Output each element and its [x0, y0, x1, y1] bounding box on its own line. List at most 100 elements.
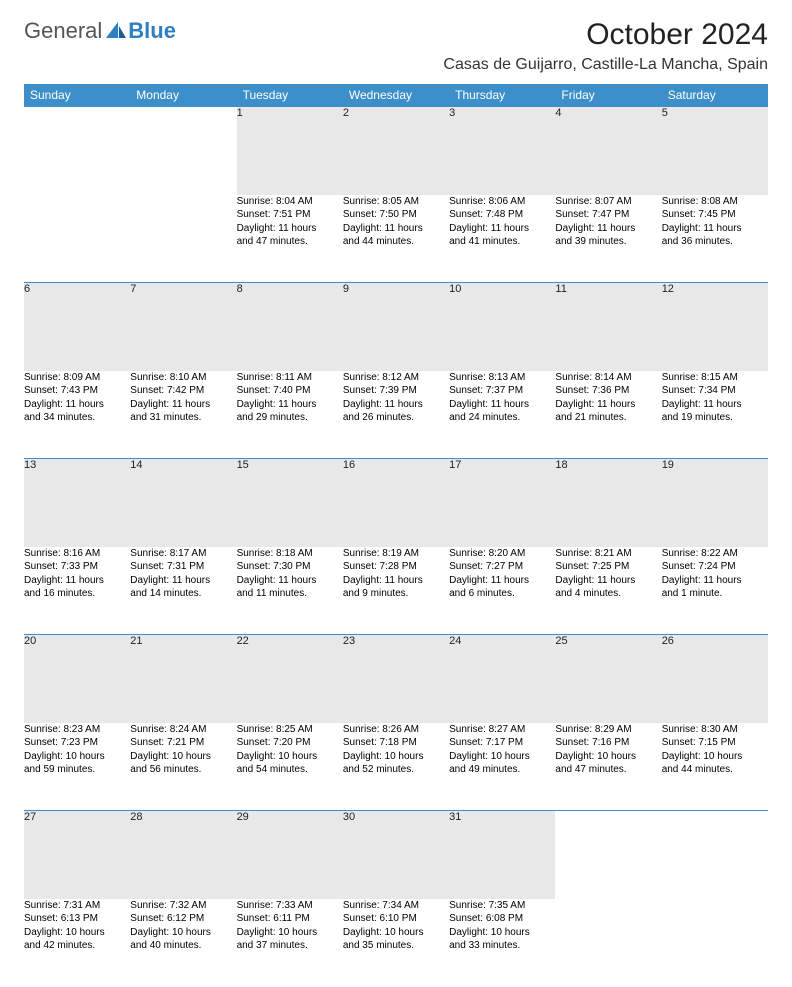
daylight-line1: Daylight: 11 hours [237, 398, 343, 412]
sunrise-text: Sunrise: 8:06 AM [449, 195, 555, 209]
daylight-line1: Daylight: 11 hours [449, 574, 555, 588]
day-detail-cell: Sunrise: 8:18 AMSunset: 7:30 PMDaylight:… [237, 547, 343, 635]
daylight-line2: and 24 minutes. [449, 411, 555, 425]
sunset-text: Sunset: 7:17 PM [449, 736, 555, 750]
daylight-line2: and 44 minutes. [343, 235, 449, 249]
daylight-line2: and 14 minutes. [130, 587, 236, 601]
day-number: 11 [555, 283, 661, 371]
sunrise-text: Sunrise: 8:18 AM [237, 547, 343, 561]
daylight-line2: and 21 minutes. [555, 411, 661, 425]
day-detail-cell: Sunrise: 8:15 AMSunset: 7:34 PMDaylight:… [662, 371, 768, 459]
daylight-line2: and 54 minutes. [237, 763, 343, 777]
day-number: 27 [24, 811, 130, 899]
daylight-line1: Daylight: 10 hours [449, 750, 555, 764]
day-detail-cell: Sunrise: 8:29 AMSunset: 7:16 PMDaylight:… [555, 723, 661, 811]
daylight-line2: and 49 minutes. [449, 763, 555, 777]
daylight-line1: Daylight: 10 hours [237, 750, 343, 764]
day-number: 25 [555, 635, 661, 723]
day-number: 12 [662, 283, 768, 371]
day-detail-cell: Sunrise: 8:05 AMSunset: 7:50 PMDaylight:… [343, 195, 449, 283]
daylight-line2: and 1 minute. [662, 587, 768, 601]
day-number: 9 [343, 283, 449, 371]
empty-cell [555, 811, 661, 899]
day-detail-cell: Sunrise: 8:04 AMSunset: 7:51 PMDaylight:… [237, 195, 343, 283]
sunrise-text: Sunrise: 8:20 AM [449, 547, 555, 561]
sunset-text: Sunset: 7:21 PM [130, 736, 236, 750]
weekday-header: Wednesday [343, 84, 449, 107]
sunset-text: Sunset: 7:50 PM [343, 208, 449, 222]
sunrise-text: Sunrise: 8:12 AM [343, 371, 449, 385]
day-detail-cell: Sunrise: 7:34 AMSunset: 6:10 PMDaylight:… [343, 899, 449, 987]
day-number: 4 [555, 107, 661, 195]
daylight-line2: and 6 minutes. [449, 587, 555, 601]
daylight-line1: Daylight: 11 hours [343, 222, 449, 236]
sunset-text: Sunset: 7:43 PM [24, 384, 130, 398]
day-detail-cell: Sunrise: 8:22 AMSunset: 7:24 PMDaylight:… [662, 547, 768, 635]
daylight-line1: Daylight: 10 hours [24, 750, 130, 764]
sunrise-text: Sunrise: 8:24 AM [130, 723, 236, 737]
day-detail-cell: Sunrise: 7:32 AMSunset: 6:12 PMDaylight:… [130, 899, 236, 987]
daylight-line1: Daylight: 11 hours [237, 222, 343, 236]
day-number: 30 [343, 811, 449, 899]
day-number: 13 [24, 459, 130, 547]
sunrise-text: Sunrise: 7:34 AM [343, 899, 449, 913]
day-number: 6 [24, 283, 130, 371]
daylight-line2: and 47 minutes. [237, 235, 343, 249]
day-number: 20 [24, 635, 130, 723]
empty-cell [24, 195, 130, 283]
sunset-text: Sunset: 7:15 PM [662, 736, 768, 750]
sunset-text: Sunset: 7:39 PM [343, 384, 449, 398]
day-number: 2 [343, 107, 449, 195]
month-title: October 2024 [443, 18, 768, 52]
sunset-text: Sunset: 6:08 PM [449, 912, 555, 926]
sunrise-text: Sunrise: 8:26 AM [343, 723, 449, 737]
weekday-header: Friday [555, 84, 661, 107]
daylight-line2: and 19 minutes. [662, 411, 768, 425]
brand-sail-icon [106, 22, 126, 40]
daylight-line2: and 52 minutes. [343, 763, 449, 777]
day-number: 16 [343, 459, 449, 547]
day-number: 18 [555, 459, 661, 547]
daylight-line2: and 31 minutes. [130, 411, 236, 425]
daylight-line1: Daylight: 11 hours [555, 222, 661, 236]
day-number: 24 [449, 635, 555, 723]
daylight-line1: Daylight: 11 hours [24, 398, 130, 412]
day-detail-cell: Sunrise: 8:16 AMSunset: 7:33 PMDaylight:… [24, 547, 130, 635]
empty-cell [555, 899, 661, 987]
daylight-line2: and 34 minutes. [24, 411, 130, 425]
weekday-header: Sunday [24, 84, 130, 107]
daylight-line2: and 37 minutes. [237, 939, 343, 953]
daylight-line1: Daylight: 11 hours [662, 222, 768, 236]
sunset-text: Sunset: 7:24 PM [662, 560, 768, 574]
sunset-text: Sunset: 7:42 PM [130, 384, 236, 398]
sunrise-text: Sunrise: 8:09 AM [24, 371, 130, 385]
sunset-text: Sunset: 7:27 PM [449, 560, 555, 574]
brand-part2: Blue [128, 18, 176, 44]
sunset-text: Sunset: 6:12 PM [130, 912, 236, 926]
weekday-header-row: SundayMondayTuesdayWednesdayThursdayFrid… [24, 84, 768, 107]
brand-part1: General [24, 18, 102, 44]
sunset-text: Sunset: 7:16 PM [555, 736, 661, 750]
day-number: 5 [662, 107, 768, 195]
sunset-text: Sunset: 7:20 PM [237, 736, 343, 750]
sunset-text: Sunset: 7:23 PM [24, 736, 130, 750]
sunset-text: Sunset: 6:10 PM [343, 912, 449, 926]
sunrise-text: Sunrise: 8:08 AM [662, 195, 768, 209]
sunrise-text: Sunrise: 8:25 AM [237, 723, 343, 737]
daylight-line1: Daylight: 11 hours [449, 222, 555, 236]
daylight-line1: Daylight: 11 hours [343, 574, 449, 588]
daylight-line1: Daylight: 10 hours [449, 926, 555, 940]
day-number: 21 [130, 635, 236, 723]
sunrise-text: Sunrise: 8:30 AM [662, 723, 768, 737]
day-number: 29 [237, 811, 343, 899]
daylight-line1: Daylight: 11 hours [24, 574, 130, 588]
day-detail-cell: Sunrise: 8:10 AMSunset: 7:42 PMDaylight:… [130, 371, 236, 459]
day-detail-cell: Sunrise: 7:35 AMSunset: 6:08 PMDaylight:… [449, 899, 555, 987]
calendar-table: SundayMondayTuesdayWednesdayThursdayFrid… [24, 84, 768, 987]
day-number: 15 [237, 459, 343, 547]
daylight-line1: Daylight: 10 hours [130, 926, 236, 940]
weekday-header: Saturday [662, 84, 768, 107]
daylight-line2: and 35 minutes. [343, 939, 449, 953]
sunrise-text: Sunrise: 8:29 AM [555, 723, 661, 737]
day-detail-cell: Sunrise: 8:26 AMSunset: 7:18 PMDaylight:… [343, 723, 449, 811]
